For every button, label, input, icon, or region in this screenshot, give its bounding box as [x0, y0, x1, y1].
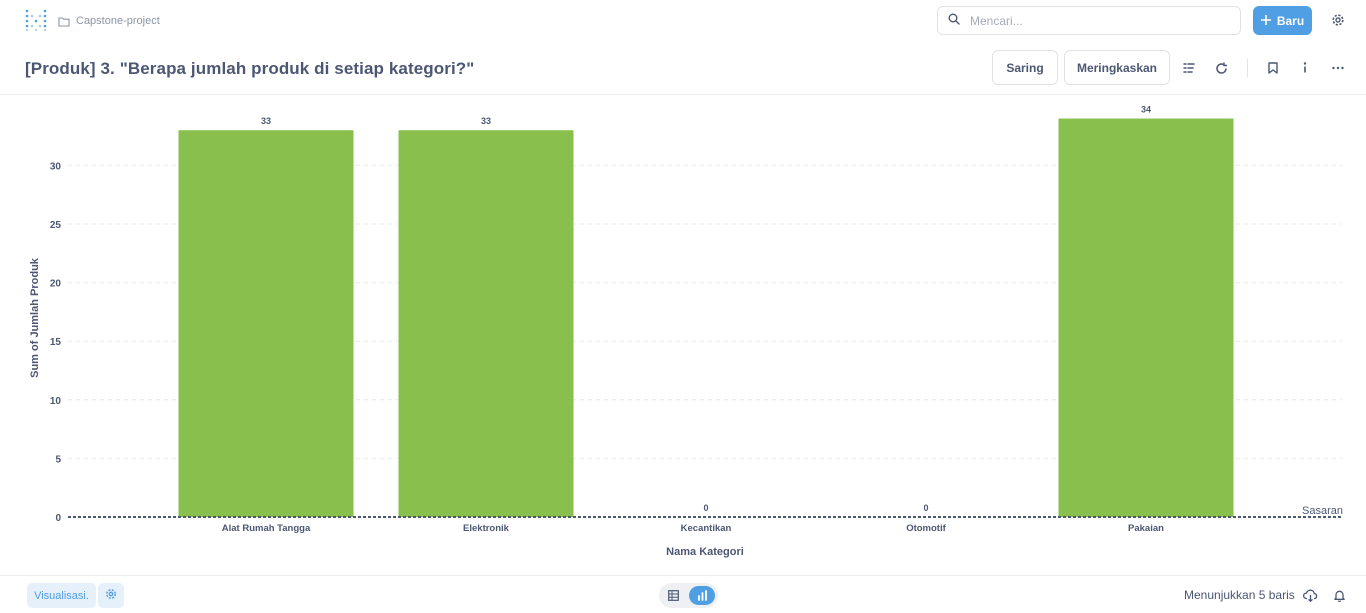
- search-icon: [948, 12, 960, 30]
- x-tick-label: Kecantikan: [681, 523, 732, 534]
- more-options-icon[interactable]: [1330, 60, 1346, 76]
- question-header: [Produk] 3. "Berapa jumlah produk di set…: [0, 42, 1366, 95]
- y-tick-label: 0: [55, 513, 61, 524]
- bar-chart: 0 5 10 15 20 25 30 33 Alat Rumah Tangga 33 Elektr…: [0, 96, 1366, 572]
- view-toggle[interactable]: [659, 583, 718, 608]
- bar: [398, 130, 574, 518]
- bar: [1058, 118, 1234, 517]
- x-tick-label: Elektronik: [463, 523, 510, 534]
- x-tick-label: Otomotif: [906, 523, 946, 534]
- info-icon[interactable]: [1297, 60, 1313, 76]
- table-view-icon[interactable]: [666, 588, 681, 603]
- notebook-editor-icon[interactable]: [1181, 60, 1197, 76]
- folder-icon: [58, 16, 70, 27]
- bar-value-label: 34: [1141, 105, 1151, 115]
- chart-view-icon[interactable]: [689, 586, 715, 605]
- bar-value-label: 33: [261, 116, 271, 126]
- bar-value-label: 0: [923, 503, 928, 513]
- x-tick-label: Alat Rumah Tangga: [222, 523, 311, 534]
- bar-value-label: 33: [481, 116, 491, 126]
- y-tick-label: 15: [50, 337, 62, 348]
- metabase-logo[interactable]: [25, 9, 47, 32]
- y-tick-label: 10: [50, 396, 62, 407]
- y-axis-label: Sum of Jumlah Produk: [29, 257, 41, 378]
- footer-bar: Visualisasi. Menunjukkan 5 baris: [0, 575, 1366, 613]
- y-tick-label: 25: [50, 220, 62, 231]
- goal-label: Sasaran: [1302, 505, 1343, 517]
- top-navbar: Capstone-project Baru: [0, 0, 1366, 42]
- search-input[interactable]: [970, 13, 1220, 28]
- visualization-settings-button[interactable]: [98, 583, 124, 608]
- filter-button[interactable]: Saring: [992, 50, 1058, 85]
- y-tick-label: 30: [50, 161, 62, 172]
- breadcrumb-collection[interactable]: Capstone-project: [76, 15, 160, 27]
- refresh-icon[interactable]: [1213, 60, 1229, 76]
- gear-icon: [105, 587, 117, 605]
- bar-chart-svg: 0 5 10 15 20 25 30 33 Alat Rumah Tangga 33 Elektr…: [29, 105, 1343, 558]
- row-count: Menunjukkan 5 baris: [1184, 588, 1295, 602]
- x-axis-label: Nama Kategori: [666, 546, 744, 558]
- download-icon[interactable]: [1302, 587, 1318, 603]
- bar: [178, 130, 354, 518]
- visualization-button[interactable]: Visualisasi.: [27, 583, 96, 608]
- y-tick-label: 5: [55, 454, 61, 465]
- bookmark-icon[interactable]: [1265, 60, 1281, 76]
- y-tick-label: 20: [50, 279, 62, 290]
- breadcrumb[interactable]: Capstone-project: [58, 13, 160, 29]
- question-title[interactable]: [Produk] 3. "Berapa jumlah produk di set…: [25, 59, 475, 78]
- new-button[interactable]: Baru: [1253, 6, 1312, 35]
- settings-gear-icon[interactable]: [1331, 13, 1345, 27]
- new-button-label: Baru: [1276, 13, 1305, 28]
- header-divider: [1247, 59, 1248, 77]
- search-bar[interactable]: [937, 6, 1241, 35]
- x-tick-label: Pakaian: [1128, 523, 1164, 534]
- summarize-button[interactable]: Meringkaskan: [1064, 50, 1170, 85]
- bell-icon[interactable]: [1331, 587, 1347, 603]
- plus-icon: [1260, 14, 1271, 28]
- bar-value-label: 0: [703, 503, 708, 513]
